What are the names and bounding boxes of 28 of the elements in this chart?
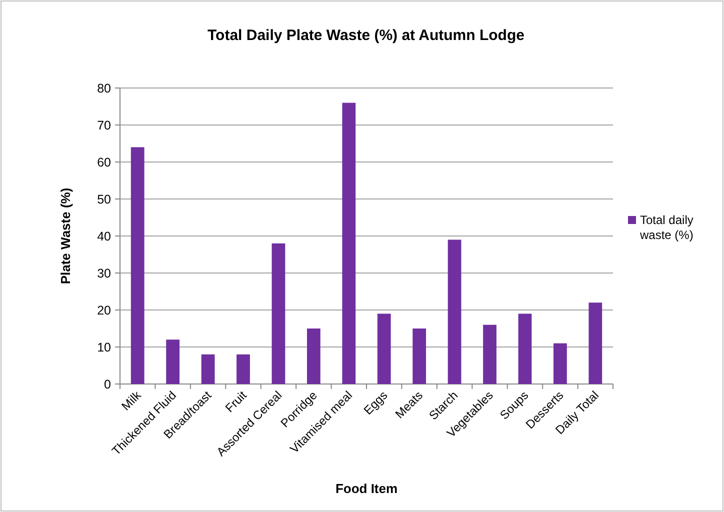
bar (130, 147, 144, 384)
bar (588, 302, 602, 384)
bar (201, 354, 215, 384)
y-tick-label: 60 (97, 156, 112, 170)
bar (377, 314, 391, 384)
bar (518, 314, 532, 384)
chart-title: Total Daily Plate Waste (%) at Autumn Lodge (208, 27, 524, 44)
y-tick-label: 30 (97, 266, 112, 280)
bar (448, 240, 462, 384)
y-tick-label: 80 (97, 82, 112, 96)
bar (342, 102, 356, 384)
y-tick-label: 50 (97, 192, 112, 206)
y-tick-label: 0 (104, 378, 112, 392)
y-tick-label: 20 (97, 304, 112, 318)
bar (272, 243, 286, 384)
x-axis-title: Food Item (335, 481, 398, 496)
bar (306, 328, 320, 384)
y-tick-label: 70 (97, 118, 112, 132)
bar (412, 328, 426, 384)
y-axis-title: Plate Waste (%) (58, 188, 73, 284)
legend-label: Total daily waste (%) (639, 213, 694, 242)
bar (483, 324, 496, 384)
y-tick-label: 40 (97, 230, 112, 244)
x-tick-label: Milk (118, 388, 144, 414)
bar (166, 340, 180, 384)
bar (236, 354, 250, 384)
y-tick-label: 10 (97, 340, 112, 354)
bar (553, 343, 567, 384)
